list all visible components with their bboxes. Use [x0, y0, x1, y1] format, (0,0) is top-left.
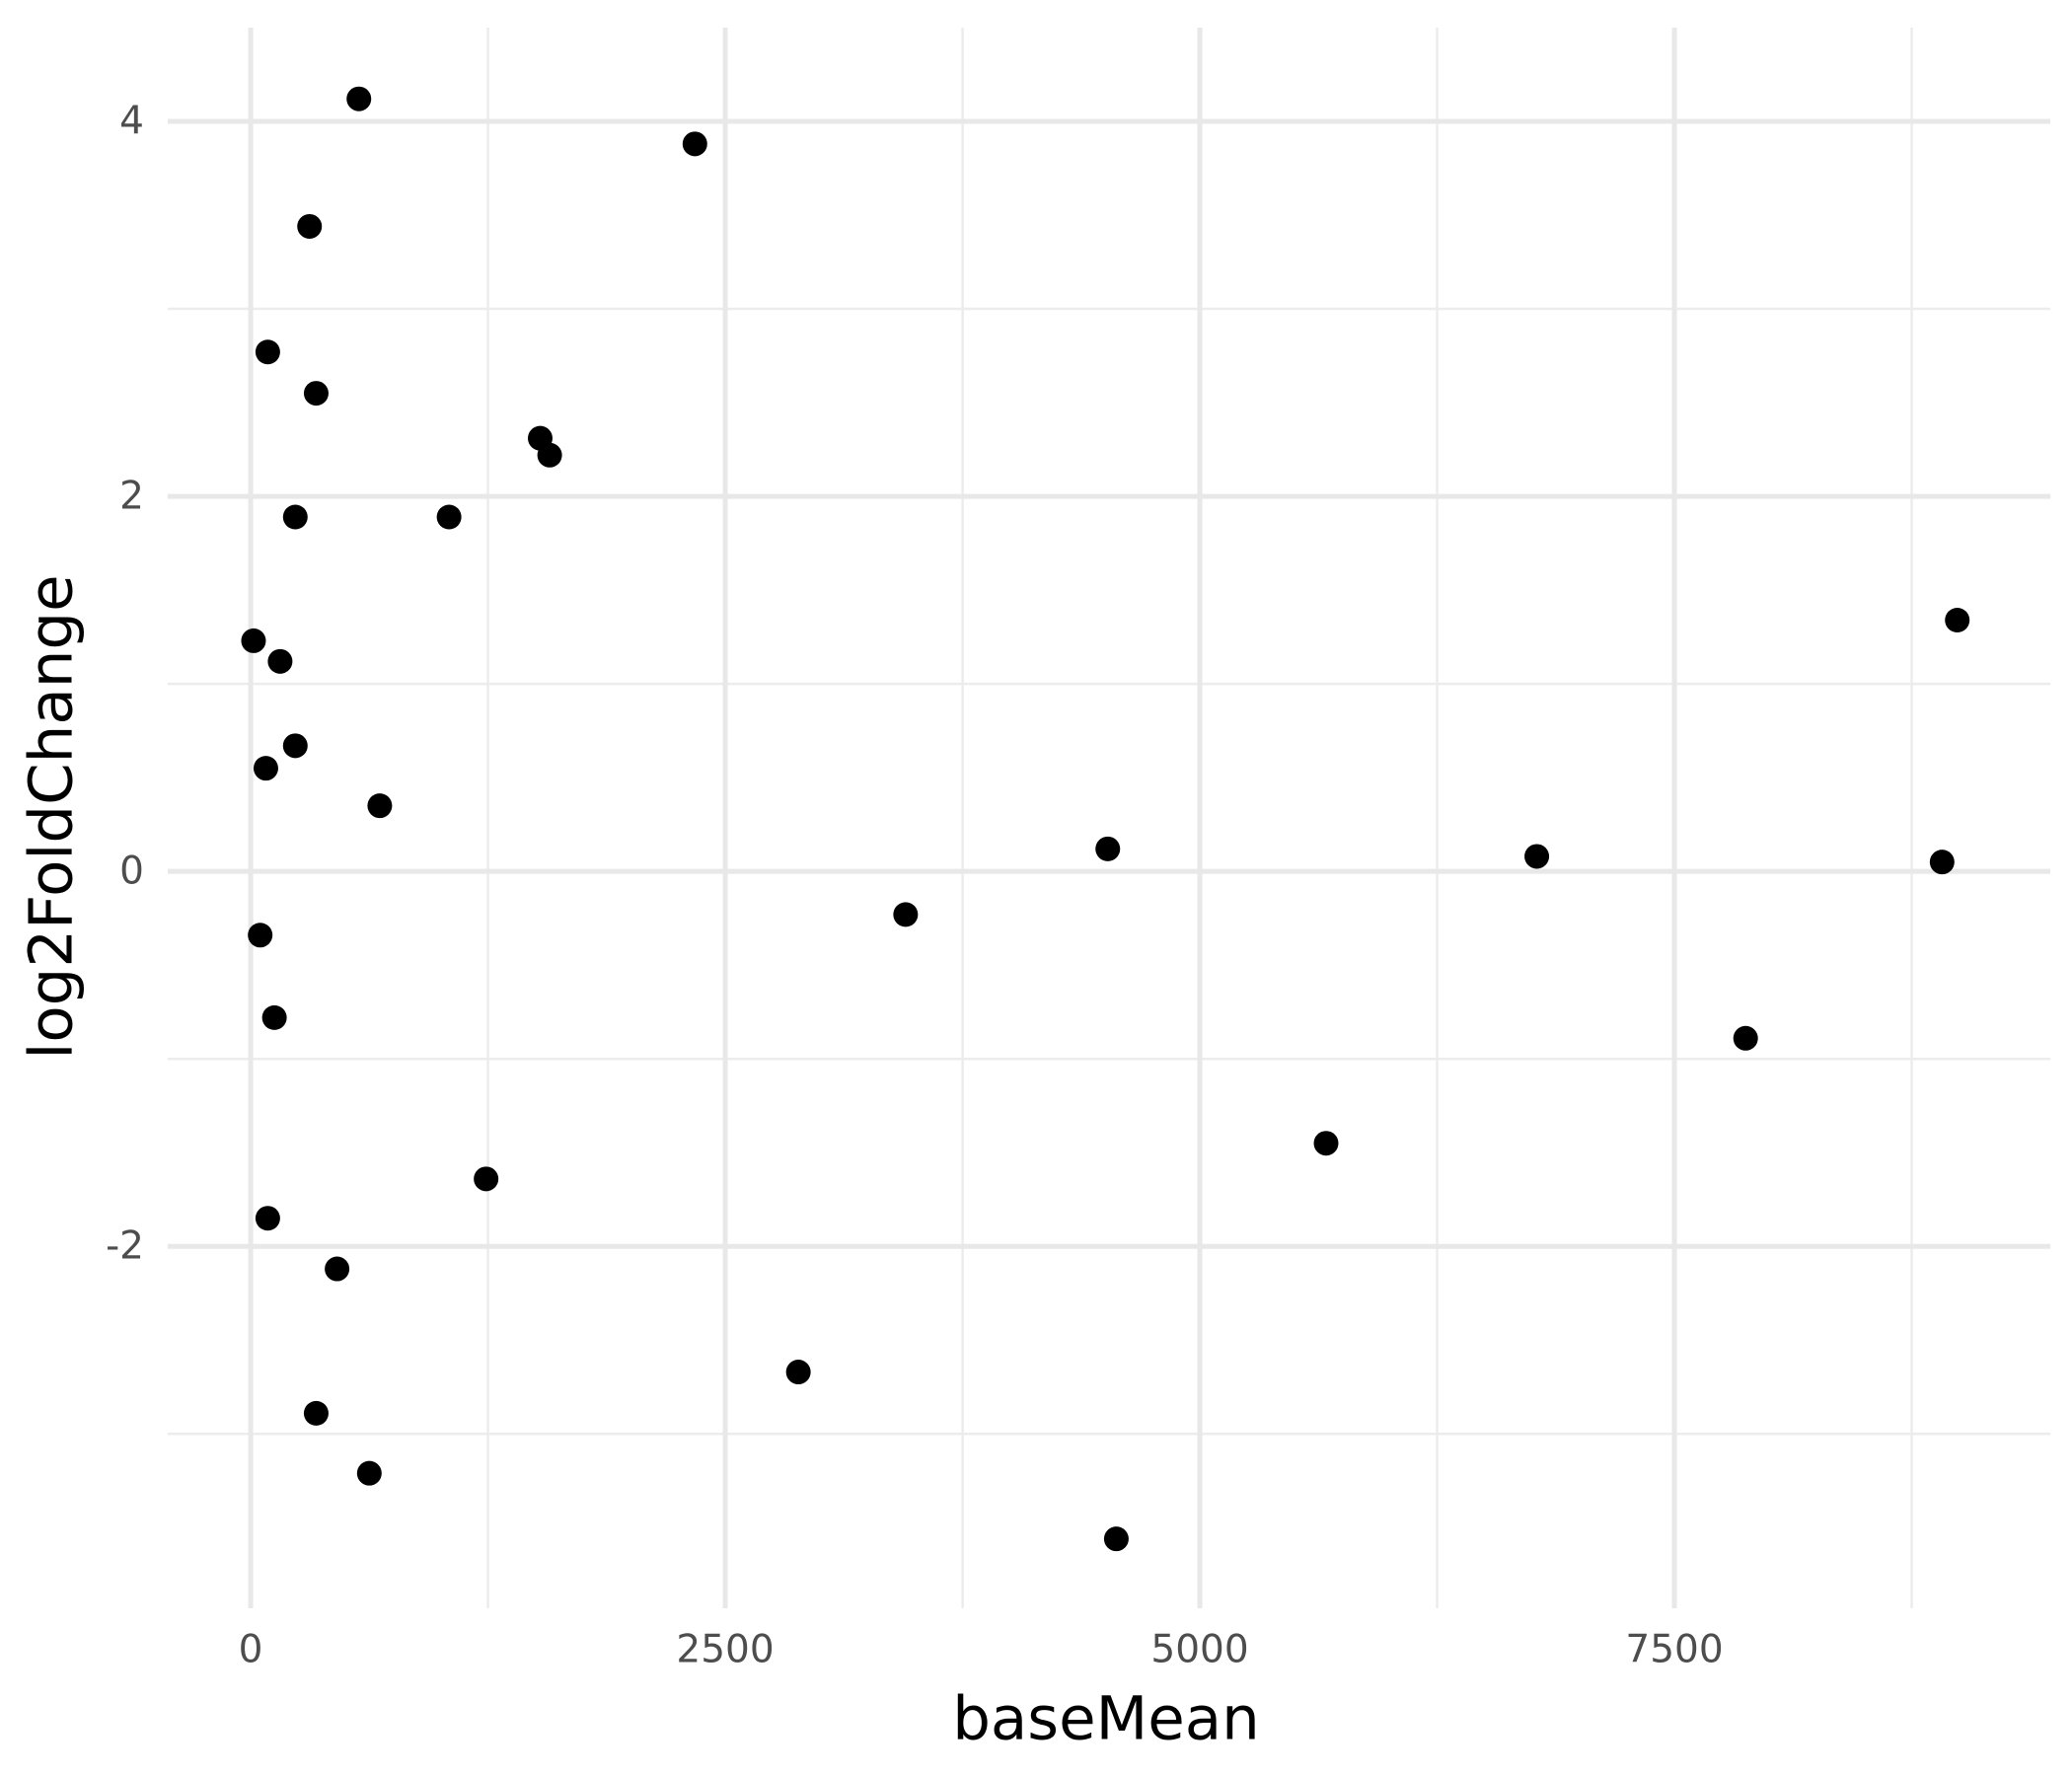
x-tick-label: 2500 [676, 1628, 774, 1672]
data-point [1095, 836, 1121, 861]
data-point [1103, 1526, 1129, 1552]
data-point [255, 1206, 280, 1231]
data-point [282, 504, 308, 530]
data-point [303, 1400, 329, 1426]
data-point [346, 86, 372, 111]
data-point [1524, 844, 1550, 869]
data-point [682, 131, 707, 157]
y-tick-label: 2 [119, 475, 144, 519]
data-point [303, 381, 329, 407]
data-point [436, 504, 462, 530]
data-point [255, 339, 280, 365]
data-point [1945, 608, 1970, 633]
data-point [248, 923, 273, 948]
data-point [261, 1004, 287, 1030]
data-point [325, 1256, 350, 1282]
data-point [367, 793, 393, 819]
data-point [297, 213, 323, 239]
data-point [893, 902, 919, 927]
data-point [785, 1360, 811, 1385]
y-tick-label: 4 [119, 100, 144, 144]
data-point [241, 628, 266, 653]
x-tick-label: 7500 [1625, 1628, 1723, 1672]
data-point [253, 756, 278, 781]
data-point [1929, 850, 1955, 875]
x-tick-label: 0 [239, 1628, 263, 1672]
y-tick-label: 0 [119, 850, 144, 894]
x-tick-label: 5000 [1150, 1628, 1248, 1672]
data-point [267, 648, 293, 674]
data-point [282, 733, 308, 759]
data-point [1733, 1025, 1758, 1051]
data-point [1313, 1131, 1339, 1156]
y-axis-title: log2FoldChange [16, 574, 87, 1060]
data-point [356, 1460, 382, 1486]
y-tick-label: -2 [106, 1224, 144, 1269]
x-axis-title: baseMean [952, 1683, 1260, 1754]
data-point [537, 442, 562, 468]
data-point [474, 1166, 499, 1192]
